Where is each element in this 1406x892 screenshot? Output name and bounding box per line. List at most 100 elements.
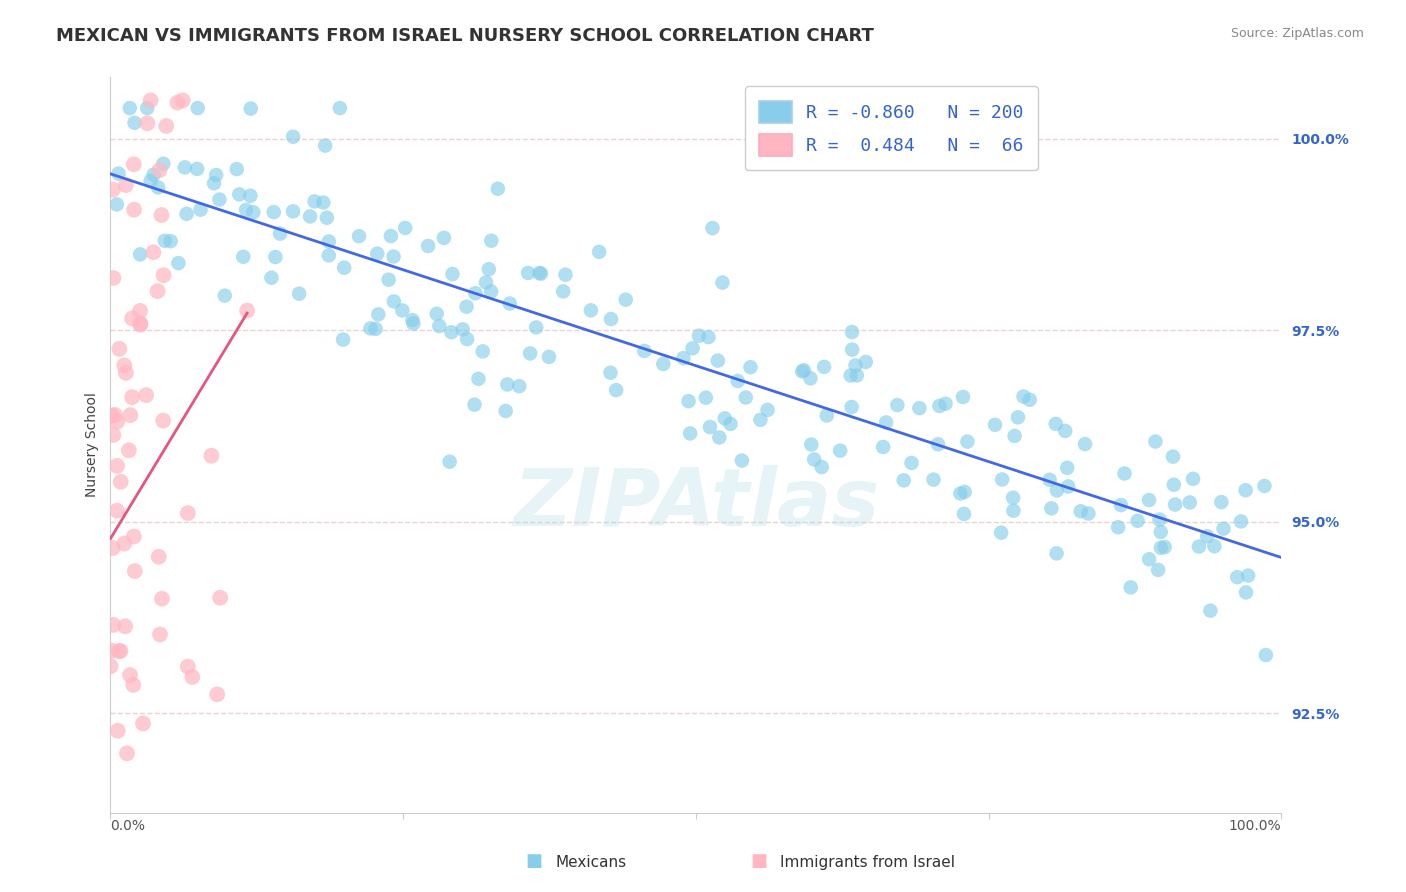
Point bbox=[139, 94, 162, 108]
Point bbox=[756, 402, 779, 417]
Point bbox=[731, 453, 754, 467]
Point bbox=[815, 409, 838, 423]
Point bbox=[841, 343, 863, 357]
Point bbox=[187, 101, 209, 115]
Point bbox=[1137, 493, 1160, 508]
Point bbox=[1150, 524, 1173, 539]
Point bbox=[114, 619, 136, 633]
Point bbox=[678, 394, 700, 409]
Point bbox=[1007, 410, 1029, 425]
Point bbox=[1004, 429, 1026, 443]
Point bbox=[953, 484, 976, 499]
Point bbox=[1199, 604, 1222, 618]
Point bbox=[875, 416, 897, 430]
Point bbox=[159, 234, 181, 248]
Point bbox=[1114, 467, 1136, 481]
Point bbox=[839, 368, 862, 383]
Point bbox=[727, 374, 749, 388]
Point bbox=[382, 250, 405, 264]
Point bbox=[107, 851, 129, 865]
Point bbox=[122, 157, 145, 171]
Point bbox=[1057, 479, 1080, 493]
Point bbox=[1197, 529, 1219, 543]
Point bbox=[1211, 495, 1233, 509]
Point bbox=[720, 417, 742, 431]
Point bbox=[152, 157, 174, 171]
Point bbox=[1070, 504, 1092, 518]
Point bbox=[118, 668, 141, 682]
Point bbox=[886, 398, 908, 412]
Text: Mexicans: Mexicans bbox=[555, 855, 627, 870]
Point bbox=[100, 659, 122, 673]
Point bbox=[110, 475, 132, 489]
Point bbox=[333, 260, 356, 275]
Point bbox=[1237, 568, 1260, 582]
Point bbox=[132, 716, 155, 731]
Point bbox=[377, 273, 399, 287]
Point bbox=[1002, 491, 1025, 505]
Point bbox=[359, 321, 381, 335]
Point bbox=[367, 307, 389, 321]
Point bbox=[214, 288, 236, 302]
Point bbox=[129, 304, 152, 318]
Point bbox=[105, 415, 128, 429]
Point bbox=[496, 377, 519, 392]
Point bbox=[1012, 390, 1035, 404]
Point bbox=[329, 101, 352, 115]
Point bbox=[1144, 434, 1167, 449]
Point bbox=[150, 208, 173, 222]
Point bbox=[709, 430, 731, 444]
Point bbox=[439, 455, 461, 469]
Text: 100.0%: 100.0% bbox=[1229, 819, 1281, 833]
Point bbox=[845, 368, 868, 383]
Point bbox=[115, 366, 138, 380]
Point bbox=[1002, 504, 1025, 518]
Point bbox=[146, 284, 169, 298]
Point bbox=[110, 644, 132, 658]
Point bbox=[416, 239, 439, 253]
Point bbox=[177, 506, 200, 520]
Point bbox=[1178, 495, 1201, 509]
Point bbox=[263, 205, 285, 219]
Point bbox=[115, 178, 138, 192]
Point bbox=[152, 414, 174, 428]
Point bbox=[105, 504, 128, 518]
Point bbox=[190, 202, 212, 217]
Point bbox=[142, 245, 165, 260]
Point bbox=[314, 138, 336, 153]
Point bbox=[103, 271, 125, 285]
Point bbox=[707, 353, 730, 368]
Point bbox=[115, 747, 138, 761]
Point bbox=[402, 317, 425, 331]
Point bbox=[139, 174, 162, 188]
Point bbox=[118, 101, 141, 115]
Point bbox=[441, 267, 464, 281]
Point bbox=[149, 627, 172, 641]
Point bbox=[112, 359, 135, 373]
Point bbox=[176, 207, 198, 221]
Point bbox=[172, 94, 194, 108]
Point bbox=[872, 440, 894, 454]
Point bbox=[120, 408, 142, 422]
Point bbox=[1147, 563, 1170, 577]
Point bbox=[463, 398, 485, 412]
Point bbox=[315, 211, 337, 225]
Point bbox=[740, 360, 762, 375]
Point bbox=[366, 246, 388, 260]
Point bbox=[456, 300, 478, 314]
Point bbox=[394, 220, 416, 235]
Point bbox=[108, 342, 131, 356]
Point bbox=[232, 250, 254, 264]
Point bbox=[599, 366, 621, 380]
Point bbox=[281, 204, 304, 219]
Point bbox=[475, 276, 498, 290]
Point bbox=[122, 202, 145, 217]
Point bbox=[471, 344, 494, 359]
Point bbox=[105, 458, 128, 473]
Point bbox=[697, 330, 720, 344]
Point bbox=[841, 325, 863, 339]
Point bbox=[100, 643, 122, 657]
Point bbox=[105, 830, 128, 844]
Point bbox=[893, 473, 915, 487]
Point bbox=[702, 221, 724, 235]
